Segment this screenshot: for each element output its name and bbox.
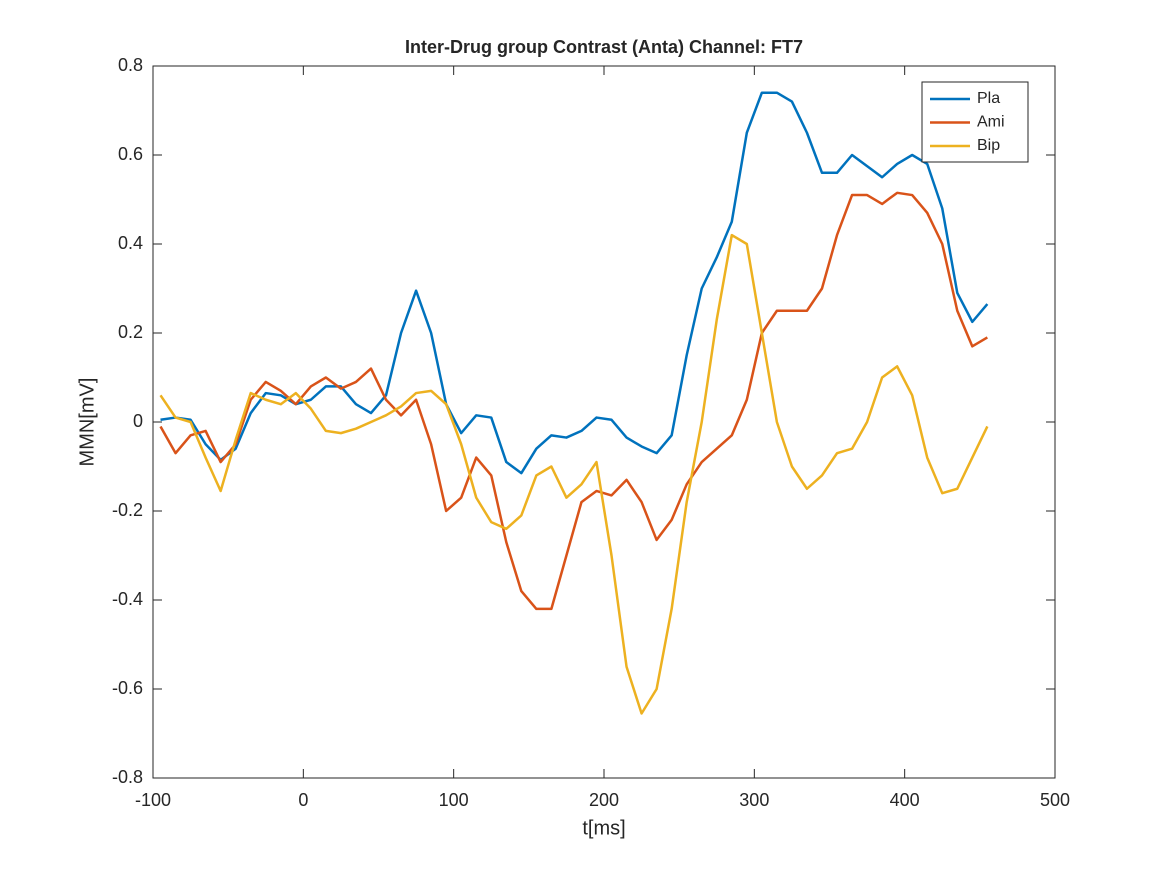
y-tick-label: 0.6 (118, 144, 143, 164)
y-tick-label: 0.4 (118, 233, 143, 253)
y-tick-label: -0.6 (112, 678, 143, 698)
legend-label: Ami (977, 114, 1005, 131)
y-tick-label: 0.2 (118, 322, 143, 342)
y-tick-label: 0 (133, 411, 143, 431)
line-series (159, 233, 989, 715)
x-tick-label: 400 (890, 790, 920, 810)
y-tick-label: -0.8 (112, 767, 143, 787)
plot-area (152, 65, 1056, 779)
x-tick-label: 500 (1040, 790, 1070, 810)
x-axis-label: t[ms] (582, 817, 625, 839)
y-axis-label: MMN[mV] (76, 378, 98, 467)
y-tick-label: -0.4 (112, 589, 143, 609)
x-tick-label: 300 (739, 790, 769, 810)
x-tick-label: -100 (135, 790, 171, 810)
x-tick-label: 200 (589, 790, 619, 810)
x-tick-label: 100 (439, 790, 469, 810)
legend-label: Bip (977, 137, 1000, 154)
line-series (159, 191, 988, 611)
line-series (160, 91, 989, 475)
chart-title: Inter-Drug group Contrast (Anta) Channel… (405, 37, 803, 57)
y-tick-label: -0.2 (112, 500, 143, 520)
legend-label: Pla (977, 90, 1000, 107)
y-tick-label: 0.8 (118, 55, 143, 75)
x-tick-label: 0 (298, 790, 308, 810)
